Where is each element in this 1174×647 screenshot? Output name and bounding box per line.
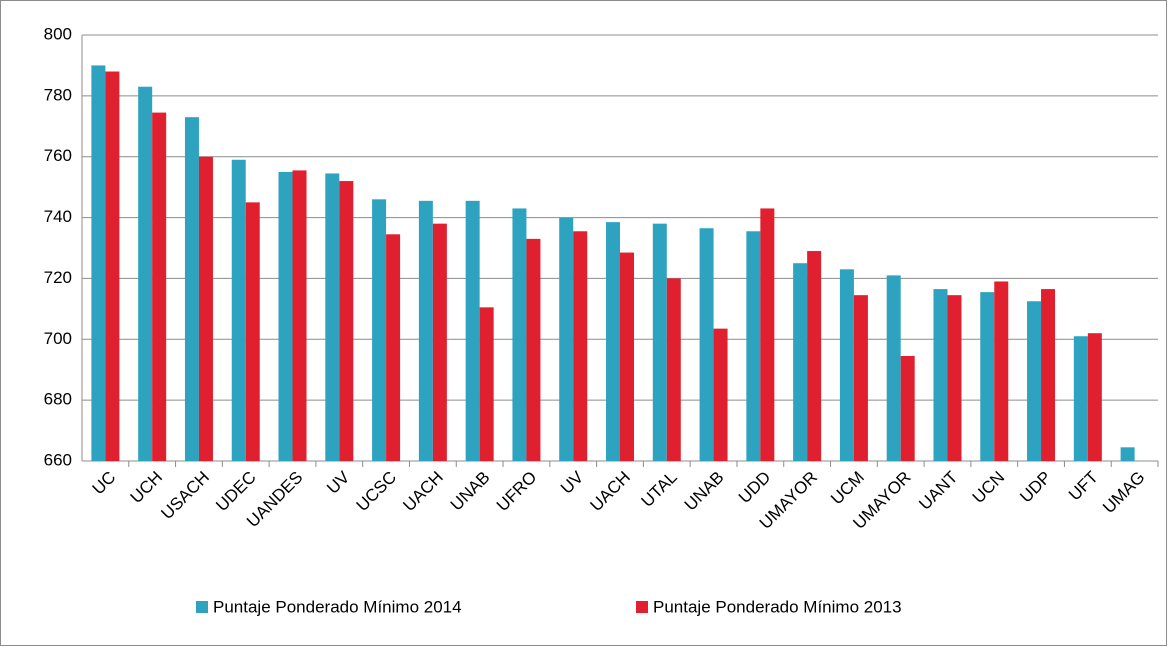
y-tick-label: 760: [44, 146, 72, 165]
bar: [184, 117, 199, 462]
bar: [620, 252, 634, 461]
bar: [900, 356, 915, 461]
bar: [652, 223, 667, 461]
bar: [980, 292, 995, 461]
bar: [465, 200, 480, 462]
bar: [325, 173, 340, 461]
bar: [386, 234, 401, 461]
y-tick-label: 680: [44, 390, 72, 409]
bar: [278, 171, 293, 461]
y-tick-label: 740: [44, 207, 72, 226]
y-tick-label: 700: [44, 329, 72, 348]
bar: [713, 328, 728, 461]
bar: [606, 222, 620, 461]
bar: [245, 202, 260, 461]
bar: [198, 156, 213, 461]
bar: [853, 295, 868, 461]
y-tick-label: 800: [44, 24, 72, 43]
legend-swatch: [196, 601, 208, 613]
y-tick-label: 720: [44, 268, 72, 287]
bar: [666, 278, 681, 461]
bar: [994, 281, 1009, 461]
bar: [432, 223, 447, 461]
legend-label: Puntaje Ponderado Mínimo 2014: [213, 597, 462, 616]
bar: [418, 200, 433, 462]
bar: [839, 269, 854, 461]
bar: [152, 112, 167, 461]
bar: [947, 295, 962, 461]
bar: [886, 275, 901, 461]
bar: [1073, 336, 1088, 461]
bar: [1087, 333, 1102, 461]
bar: [479, 307, 494, 461]
bar: [793, 263, 808, 461]
bar: [573, 231, 588, 461]
bar: [526, 238, 541, 461]
bar: [699, 228, 714, 461]
bar: [1041, 289, 1056, 461]
bar: [1120, 447, 1135, 461]
bar: [746, 231, 761, 461]
legend-label: Puntaje Ponderado Mínimo 2013: [653, 597, 902, 616]
bar: [559, 217, 574, 461]
bar: [372, 199, 387, 462]
bar: [292, 170, 307, 461]
bar: [512, 208, 527, 461]
bar: [231, 159, 246, 461]
bar: [933, 289, 948, 461]
legend-swatch: [636, 601, 648, 613]
bar: [760, 208, 775, 461]
y-tick-label: 660: [44, 450, 72, 469]
bar: [91, 65, 106, 461]
bar: [1027, 301, 1042, 461]
y-tick-label: 780: [44, 85, 72, 104]
bar: [339, 181, 354, 462]
bar: [105, 71, 120, 461]
bar: [807, 251, 822, 461]
bar: [138, 86, 153, 461]
